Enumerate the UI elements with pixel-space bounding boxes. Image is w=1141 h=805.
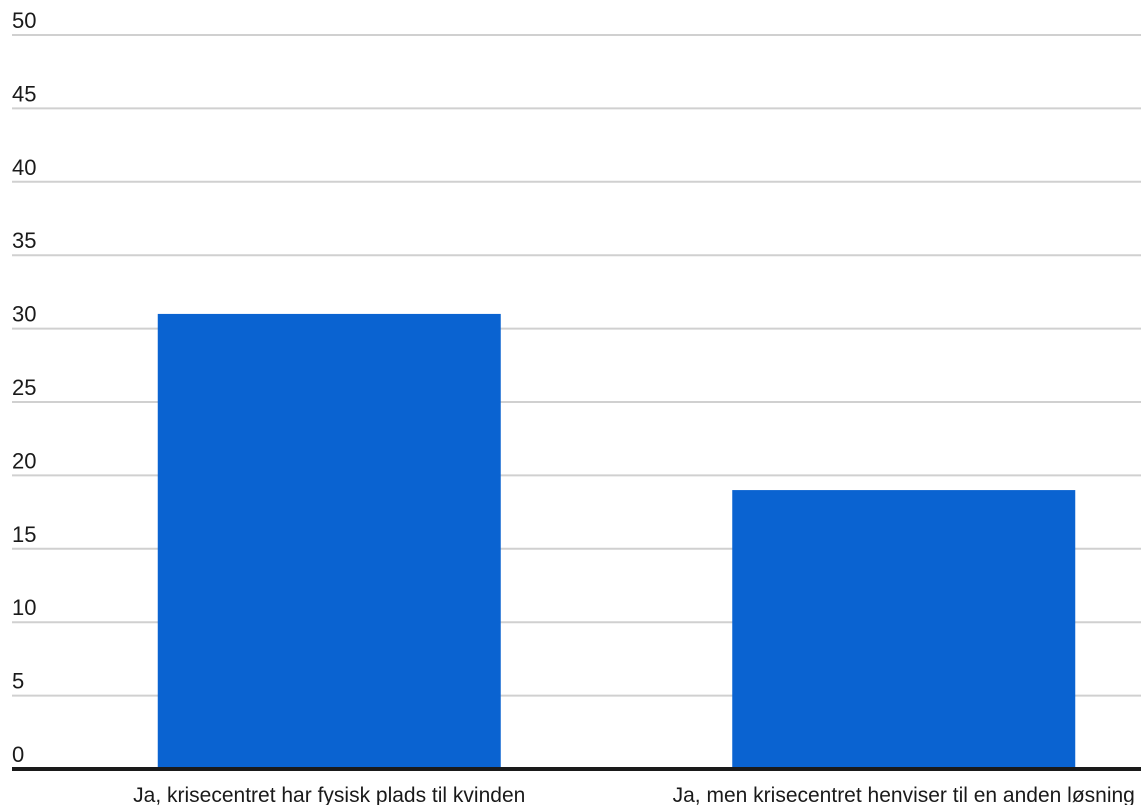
y-tick-label: 25	[12, 375, 36, 400]
x-category-label: Ja, krisecentret har fysisk plads til kv…	[133, 784, 525, 805]
y-tick-label: 5	[12, 669, 24, 694]
y-tick-label: 45	[12, 81, 36, 106]
y-tick-label: 40	[12, 155, 36, 180]
y-tick-label: 35	[12, 228, 36, 253]
bar	[732, 490, 1076, 769]
x-category-label: Ja, men krisecentret henviser til en and…	[673, 784, 1135, 805]
bar	[157, 313, 501, 769]
y-tick-label: 0	[12, 742, 24, 767]
y-tick-label: 15	[12, 522, 36, 547]
x-axis-categories: Ja, krisecentret har fysisk plads til kv…	[133, 784, 1135, 805]
y-tick-label: 30	[12, 302, 36, 327]
y-tick-label: 20	[12, 448, 36, 473]
bars	[157, 313, 1076, 769]
y-axis-ticks: 0 5 10 15 20 25 30 35 40 45 50	[12, 8, 36, 767]
y-tick-label: 50	[12, 8, 36, 33]
y-tick-label: 10	[12, 595, 36, 620]
